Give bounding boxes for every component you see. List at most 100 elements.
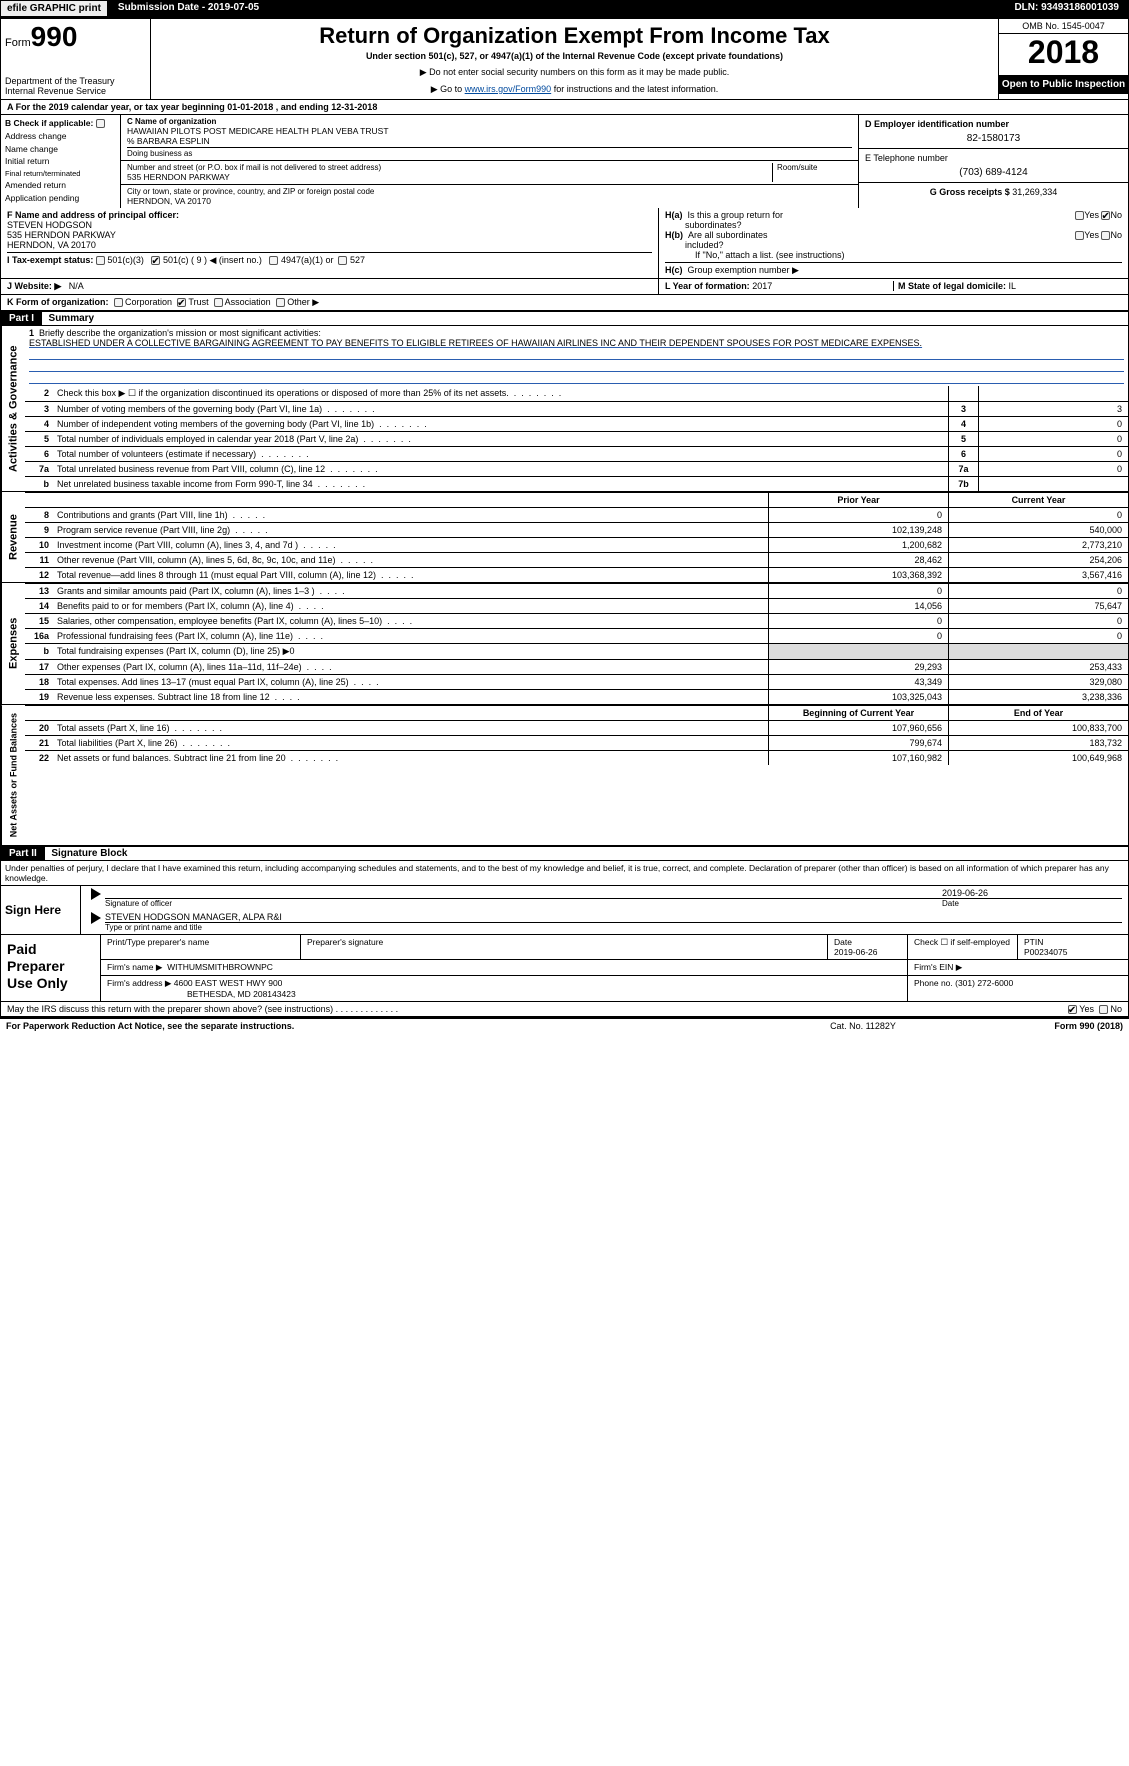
prior-year-value: 0: [768, 629, 948, 643]
current-year-value: 0: [948, 508, 1128, 522]
side-tab-activities: Activities & Governance: [1, 326, 25, 491]
beginning-value: 107,960,656: [768, 721, 948, 735]
line-value: 0: [978, 417, 1128, 431]
row-f-h: F Name and address of principal officer:…: [0, 208, 1129, 279]
line-desc: Salaries, other compensation, employee b…: [53, 614, 768, 628]
prior-year-value: 0: [768, 584, 948, 598]
irs-link[interactable]: www.irs.gov/Form990: [465, 84, 552, 94]
prep-firm-name-row: Firm's name ▶ WITHUMSMITHBROWNPC Firm's …: [101, 960, 1128, 976]
chk-name-change: Name change: [5, 143, 116, 156]
city-value: HERNDON, VA 20170: [127, 196, 852, 206]
activities-governance-section: Activities & Governance 1 Briefly descri…: [0, 326, 1129, 492]
line-desc: Total number of volunteers (estimate if …: [53, 447, 948, 461]
line-number: 8: [25, 508, 53, 522]
line-number: 22: [25, 751, 53, 765]
row-i-tax-status: I Tax-exempt status: 501(c)(3) 501(c) ( …: [7, 252, 652, 266]
checkbox-checked-icon[interactable]: [1068, 1005, 1077, 1014]
line-number: 3: [25, 402, 53, 416]
expense-line: 19Revenue less expenses. Subtract line 1…: [25, 689, 1128, 704]
officer-city: HERNDON, VA 20170: [7, 240, 652, 250]
omb-number: OMB No. 1545-0047: [999, 19, 1128, 34]
expense-line: 13Grants and similar amounts paid (Part …: [25, 583, 1128, 598]
beginning-value: 107,160,982: [768, 751, 948, 765]
line-desc: Total revenue—add lines 8 through 11 (mu…: [53, 568, 768, 582]
checkbox-icon[interactable]: [1075, 211, 1084, 220]
expense-line: 17Other expenses (Part IX, column (A), l…: [25, 659, 1128, 674]
line-number: 11: [25, 553, 53, 567]
room-suite: Room/suite: [772, 163, 852, 182]
h-a: H(a) Is this a group return for subordin…: [665, 210, 1122, 230]
checkbox-icon[interactable]: [96, 119, 105, 128]
topbar-spacer: [269, 0, 1004, 17]
governance-line: 6Total number of volunteers (estimate if…: [25, 446, 1128, 461]
box-f-officer: F Name and address of principal officer:…: [1, 208, 658, 278]
line-desc: Check this box ▶ ☐ if the organization d…: [53, 386, 948, 401]
governance-line: 3Number of voting members of the governi…: [25, 401, 1128, 416]
line-number: 15: [25, 614, 53, 628]
checkbox-icon[interactable]: [1099, 1005, 1108, 1014]
box-g-gross: G Gross receipts $ 31,269,334: [859, 183, 1128, 201]
org-name-block: C Name of organization HAWAIIAN PILOTS P…: [121, 115, 858, 161]
checkbox-checked-icon[interactable]: [1101, 211, 1110, 220]
line-desc: Other revenue (Part VIII, column (A), li…: [53, 553, 768, 567]
current-year-value: 540,000: [948, 523, 1128, 537]
line-box: 3: [948, 402, 978, 416]
section-b-to-g: B Check if applicable: Address change Na…: [0, 115, 1129, 208]
begin-end-header: Beginning of Current Year End of Year: [25, 705, 1128, 720]
chk-final-return: Final return/terminated: [5, 168, 116, 179]
governance-line: 7aTotal unrelated business revenue from …: [25, 461, 1128, 476]
expenses-section: Expenses 13Grants and similar amounts pa…: [0, 583, 1129, 705]
line-box: 5: [948, 432, 978, 446]
header-center: Return of Organization Exempt From Incom…: [151, 19, 998, 99]
chk-address-change: Address change: [5, 130, 116, 143]
col-b-checkboxes: B Check if applicable: Address change Na…: [1, 115, 121, 208]
checkbox-icon[interactable]: [214, 298, 223, 307]
line-box: 4: [948, 417, 978, 431]
checkbox-icon[interactable]: [1075, 231, 1084, 240]
end-value: 183,732: [948, 736, 1128, 750]
form-title: Return of Organization Exempt From Incom…: [159, 23, 990, 49]
line-desc: Total fundraising expenses (Part IX, col…: [53, 644, 768, 659]
officer-name-title: STEVEN HODGSON MANAGER, ALPA R&I: [105, 912, 1122, 923]
org-name-label: C Name of organization: [127, 117, 852, 126]
row-a-calendar-year: A For the 2019 calendar year, or tax yea…: [0, 100, 1129, 115]
line-desc: Investment income (Part VIII, column (A)…: [53, 538, 768, 552]
current-year-value: 254,206: [948, 553, 1128, 567]
checkbox-checked-icon[interactable]: [151, 256, 160, 265]
paid-preparer-label: Paid Preparer Use Only: [1, 935, 101, 1001]
checkbox-icon[interactable]: [276, 298, 285, 307]
prior-year-value: 29,293: [768, 660, 948, 674]
checkbox-icon[interactable]: [269, 256, 278, 265]
col-c-org-info: C Name of organization HAWAIIAN PILOTS P…: [121, 115, 858, 208]
instr-2: ▶ Go to www.irs.gov/Form990 for instruct…: [159, 84, 990, 95]
line-number: b: [25, 644, 53, 659]
line-value: [978, 386, 1128, 401]
checkbox-icon[interactable]: [96, 256, 105, 265]
prior-current-header: Prior Year Current Year: [25, 492, 1128, 507]
line-desc: Total number of individuals employed in …: [53, 432, 948, 446]
checkbox-icon[interactable]: [114, 298, 123, 307]
prior-year-value: 14,056: [768, 599, 948, 613]
prep-phone: (301) 272-6000: [955, 978, 1013, 988]
form-header: Form990 Department of the Treasury Inter…: [0, 17, 1129, 100]
firm-name: WITHUMSMITHBROWNPC: [167, 962, 273, 972]
col-b-header: B Check if applicable:: [5, 117, 116, 130]
ptin-value: P00234075: [1024, 947, 1068, 957]
paid-preparer-block: Paid Preparer Use Only Print/Type prepar…: [0, 935, 1129, 1002]
gross-receipts: 31,269,334: [1012, 187, 1057, 197]
line-desc: Total assets (Part X, line 16) . . . . .…: [53, 721, 768, 735]
row-k: K Form of organization: Corporation Trus…: [0, 295, 1129, 312]
line-number: 2: [25, 386, 53, 401]
h-b: H(b) Are all subordinates included? Yes …: [665, 230, 1122, 250]
checkbox-icon[interactable]: [338, 256, 347, 265]
blank-line: [29, 360, 1124, 372]
net-assets-line: 21Total liabilities (Part X, line 26) . …: [25, 735, 1128, 750]
instr-1: ▶ Do not enter social security numbers o…: [159, 67, 990, 78]
header-left: Form990 Department of the Treasury Inter…: [1, 19, 151, 99]
box-h: H(a) Is this a group return for subordin…: [658, 208, 1128, 278]
current-year-value: 2,773,210: [948, 538, 1128, 552]
line-desc: Total expenses. Add lines 13–17 (must eq…: [53, 675, 768, 689]
side-tab-netassets: Net Assets or Fund Balances: [1, 705, 25, 845]
checkbox-checked-icon[interactable]: [177, 298, 186, 307]
h-b-note: If "No," attach a list. (see instruction…: [665, 250, 1122, 260]
